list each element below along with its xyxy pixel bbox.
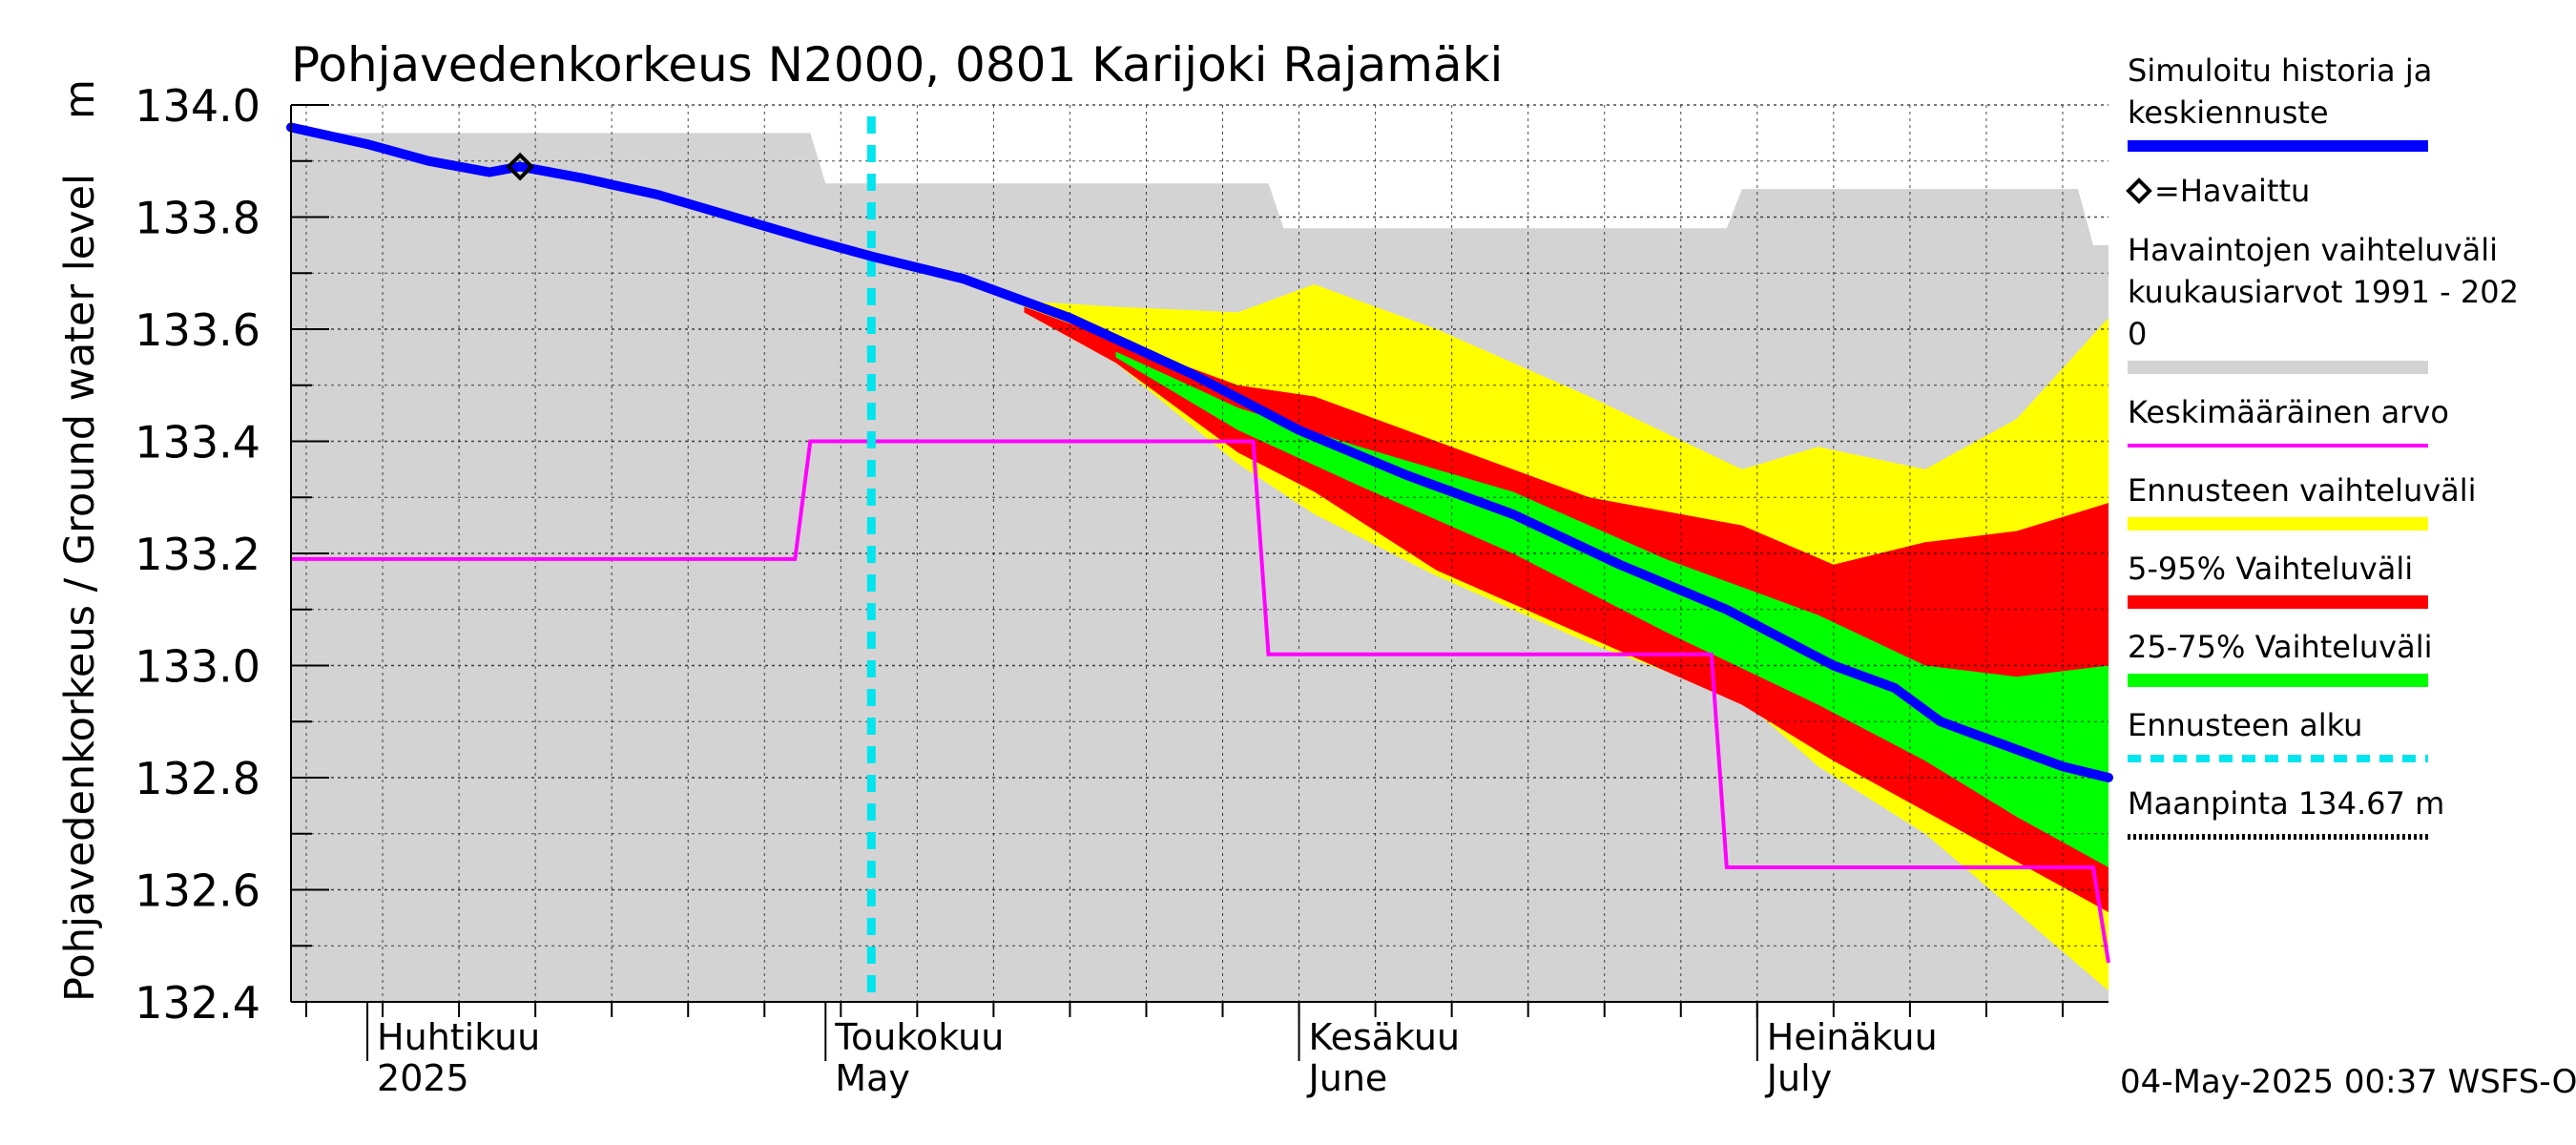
y-tick-label: 133.0 (135, 641, 260, 693)
band-3 (1115, 351, 2109, 867)
legend-label: Ennusteen alku (2128, 707, 2362, 743)
y-tick-label: 133.6 (135, 304, 260, 356)
legend-entry-1: =Havaittu (2126, 173, 2310, 209)
x-month-label: Toukokuu (834, 1016, 1004, 1058)
simulated-line-0 (286, 122, 2113, 782)
legend-label: Keskimääräinen arvo (2128, 394, 2449, 430)
legend-entry-7: Ennusteen alku (2128, 707, 2428, 762)
y-tick-label: 133.4 (135, 417, 260, 468)
y-axis: 132.4 132.6 132.8 133.0 133.2 133.4 133.6 133.8… (135, 80, 329, 1029)
band-0 (291, 133, 2109, 1002)
y-tick-label: 133.8 (135, 193, 260, 244)
legend-entry-8: Maanpinta 134.67 m (2128, 785, 2444, 840)
legend-label: 25-75% Vaihteluväli (2128, 629, 2432, 665)
y-tick-label: 134.0 (135, 80, 260, 132)
legend-entry-2: Havaintojen vaihteluväli kuukausiarvot 1… (2128, 232, 2519, 374)
x-month-label: Huhtikuu (377, 1016, 540, 1058)
legend-label: Havaintojen vaihteluväli (2128, 232, 2498, 268)
legend-entry-5: 5-95% Vaihteluväli (2128, 551, 2428, 609)
y-axis-label: Pohjavedenkorkeus / Ground water level (56, 174, 104, 1002)
band-2 (1024, 306, 2109, 912)
y-tick-label: 132.8 (135, 753, 260, 804)
chart-title: Pohjavedenkorkeus N2000, 0801 Karijoki R… (291, 37, 1503, 93)
x-month-sublabel: May (835, 1057, 910, 1099)
legend-label: Maanpinta 134.67 m (2128, 785, 2444, 822)
x-month-label: Heinäkuu (1767, 1016, 1938, 1058)
y-tick-label: 132.6 (135, 865, 260, 917)
legend-entry-6: 25-75% Vaihteluväli (2128, 629, 2432, 687)
x-month-label: Kesäkuu (1309, 1016, 1461, 1058)
legend-label: =Havaittu (2154, 173, 2310, 209)
plot-area (286, 104, 2113, 1003)
x-month-sublabel: June (1307, 1057, 1388, 1099)
legend-entry-3: Keskimääräinen arvo (2128, 394, 2449, 448)
legend-label: Ennusteen vaihteluväli (2128, 472, 2477, 509)
x-month-sublabel: July (1765, 1057, 1832, 1099)
legend-label: kuukausiarvot 1991 - 202 (2128, 274, 2519, 310)
y-axis-unit: m (56, 79, 104, 119)
mean-line-0 (291, 439, 2110, 964)
y-tick-label: 132.4 (135, 977, 260, 1029)
legend-label: Simuloitu historia ja (2128, 52, 2432, 89)
legend-marker-icon (2126, 177, 2152, 204)
legend-label: 5-95% Vaihteluväli (2128, 551, 2413, 587)
observed-marker-0 (506, 152, 534, 181)
y-tick-label: 133.2 (135, 529, 260, 580)
legend-label: 0 (2128, 316, 2147, 352)
footer-timestamp: 04-May-2025 00:37 WSFS-O (2120, 1063, 2576, 1101)
legend: Simuloitu historia ja keskiennuste =Havait… (2126, 52, 2519, 840)
x-month-sublabel: 2025 (377, 1057, 469, 1099)
legend-entry-0: Simuloitu historia ja keskiennuste (2128, 52, 2432, 152)
legend-entry-4: Ennusteen vaihteluväli (2128, 472, 2477, 531)
legend-label: keskiennuste (2128, 94, 2329, 131)
